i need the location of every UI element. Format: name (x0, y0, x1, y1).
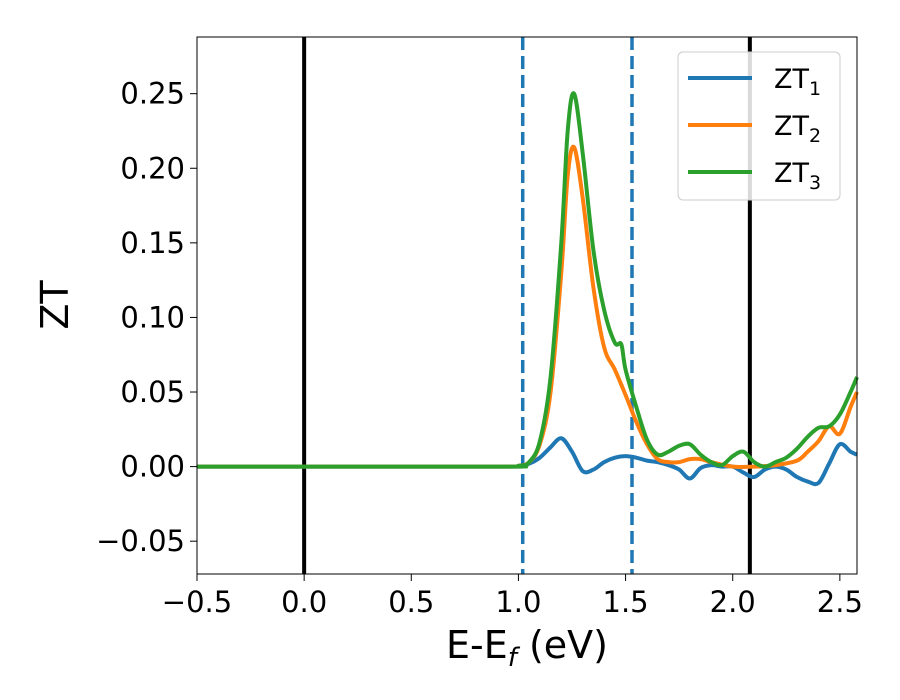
legend-label-zt1: ZT1 (774, 64, 821, 100)
y-tick-label: 0.05 (120, 375, 185, 409)
x-axis-title: E-Ef (eV) (446, 623, 608, 673)
x-tick-label: 2.5 (817, 585, 863, 619)
legend-box (677, 51, 841, 201)
legend-label-subscript: 2 (809, 125, 821, 147)
y-axis-title: ZT (33, 280, 77, 330)
x-axis-title-main: E-E (446, 623, 508, 667)
legend-label-zt2: ZT2 (774, 111, 821, 147)
y-tick-label: 0.00 (120, 450, 185, 484)
x-tick-label: 2.0 (710, 585, 756, 619)
x-tick-label: 0.0 (281, 585, 327, 619)
legend-label-main: ZT (774, 158, 809, 189)
legend-label-subscript: 1 (809, 78, 821, 100)
series-line-zt1 (196, 436, 858, 487)
y-tick-label: 0.20 (120, 151, 185, 185)
legend-label-subscript: 3 (809, 172, 821, 194)
x-tick-label: 1.0 (495, 585, 541, 619)
y-axis: −0.05 0.00 0.05 0.10 0.15 0.20 0.25 (96, 77, 197, 558)
y-tick-label: −0.05 (96, 524, 185, 558)
legend-label-zt3: ZT3 (774, 158, 821, 194)
x-tick-label: 0.5 (388, 585, 434, 619)
x-tick-label: 1.5 (603, 585, 649, 619)
legend-label-main: ZT (774, 64, 809, 95)
x-tick-label: −0.5 (162, 585, 232, 619)
series-lines (196, 91, 859, 487)
x-axis: −0.5 0.0 0.5 1.0 1.5 2.0 2.5 (162, 574, 863, 619)
y-tick-label: 0.10 (120, 300, 185, 334)
x-axis-title-suffix: (eV) (517, 623, 608, 667)
plot-frame (196, 36, 858, 575)
legend-label-main: ZT (774, 111, 809, 142)
series-line-zt3 (196, 91, 859, 469)
y-tick-label: 0.15 (120, 226, 185, 260)
y-tick-label: 0.25 (120, 77, 185, 111)
